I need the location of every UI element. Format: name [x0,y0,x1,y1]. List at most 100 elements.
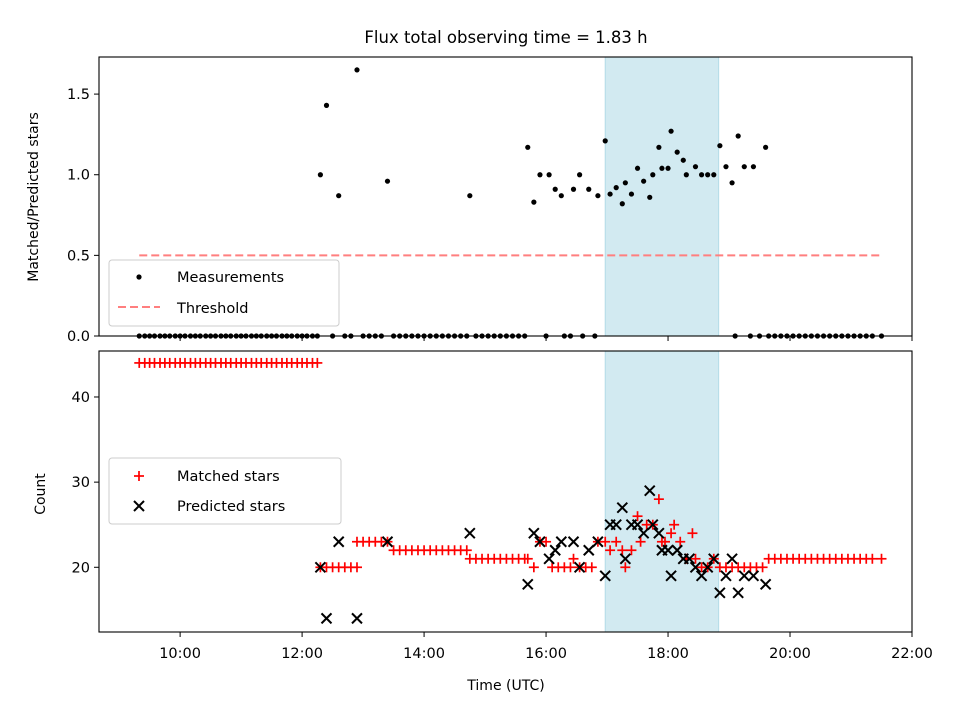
measurement-point [613,185,619,191]
x-stroke [583,544,595,556]
measurement-point [577,172,583,178]
matched-point [690,553,701,564]
measurement-point [525,144,531,150]
x-stroke [522,578,534,591]
x-tick-label: 18:00 [647,646,689,662]
predicted-point [714,587,726,599]
measurement-point [552,186,558,192]
predicted-point [631,519,644,531]
measurement-point [641,178,647,184]
legend-predicted: Predicted stars [177,499,285,515]
top-axes-frame [98,56,913,337]
x-stroke [616,501,629,514]
x-stroke [637,527,650,539]
top-ylabel: Matched/Predicted stars [26,112,42,282]
matched-point [757,562,768,573]
x-stroke [567,536,580,548]
x-stroke [671,544,683,556]
matched-point [312,357,323,368]
x-stroke [701,561,714,573]
matched-point [659,536,670,547]
measurement-point [665,165,671,171]
measurement-point [692,164,699,170]
x-axis-label: Time (UTC) [466,678,544,694]
matched-point [586,562,597,573]
x-stroke [708,553,720,565]
measurement-point [607,191,613,197]
bottom-span [604,350,720,633]
legend-predicted-marker [133,500,145,512]
x-stroke [619,553,632,565]
predicted-point [683,553,696,565]
x-tick-label: 22:00 [891,646,933,662]
measurement-point [634,165,641,171]
predicted-point [543,553,555,565]
measurement-point [659,165,665,171]
x-stroke [381,536,394,548]
predicted-point [671,544,683,556]
measurement-point [336,193,342,199]
predicted-point [381,536,394,548]
x-stroke [332,536,345,548]
x-stroke [665,570,677,582]
x-tick-label: 20:00 [769,646,811,662]
matched-point [632,511,643,522]
matched-point [653,494,664,505]
bottom-xticks: 10:00 12:00 14:00 16:00 18:00 20:00 22:00 [159,632,933,662]
measurement-point [705,172,711,178]
measurement-point [668,128,674,134]
x-tick-label: 16:00 [525,646,567,662]
measurement-point [546,172,552,178]
measurement-point [317,172,323,178]
x-stroke [314,561,327,573]
legend-measurements: Measurements [177,270,284,286]
predicted-point [351,612,363,625]
measurement-point [741,164,747,170]
matched-point [528,562,539,573]
measurement-point [622,180,628,186]
legend-measurement-marker [136,274,142,280]
predicted-point [759,578,772,591]
predicted-point [619,553,632,565]
measurement-point [537,172,543,178]
x-stroke [662,544,674,556]
y-tick-label: 1.5 [67,87,90,103]
x-stroke [592,536,604,548]
legend-matched: Matched stars [177,469,280,485]
measurement-point [763,144,769,150]
measurement-point [586,186,592,192]
x-stroke [695,570,708,582]
legend-plus-glyph [134,471,144,481]
measurement-point [570,186,577,192]
predicted-point [653,527,665,539]
predicted-point [314,561,327,573]
predicted-point [522,578,534,591]
measurement-point [384,178,391,184]
predicted-point [662,544,674,556]
predicted-point [738,570,750,582]
predicted-point [610,519,622,531]
measurement-point [674,149,680,155]
top-legend-box [108,259,340,327]
bottom-ylabel: Count [33,473,49,515]
x-stroke [549,544,561,556]
x-tick-label: 14:00 [403,646,445,662]
x-stroke [726,553,738,565]
bottom-legend: Matched stars Predicted stars [108,457,342,525]
matched-point [620,562,631,573]
predicted-point [647,519,659,531]
x-tick-label: 10:00 [159,646,201,662]
count-points [134,357,887,625]
x-stroke [555,536,568,548]
x-stroke [738,570,750,582]
matched-point [617,545,628,556]
y-tick-label: 20 [72,560,90,576]
x-stroke [631,519,644,531]
x-stroke [133,500,145,512]
measurement-point [531,199,537,205]
matched-point [675,536,686,547]
predicted-point [701,561,714,573]
x-stroke [528,527,540,539]
predicted-point [599,570,611,582]
